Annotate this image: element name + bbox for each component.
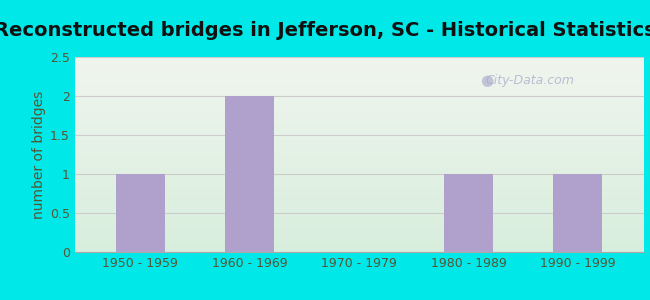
- Text: ●: ●: [480, 73, 494, 88]
- Bar: [444, 174, 493, 252]
- Bar: [116, 174, 165, 252]
- Y-axis label: number of bridges: number of bridges: [32, 90, 46, 219]
- Text: City-Data.com: City-Data.com: [486, 74, 574, 87]
- Bar: [553, 174, 603, 252]
- Bar: [225, 96, 274, 252]
- Text: Reconstructed bridges in Jefferson, SC - Historical Statistics: Reconstructed bridges in Jefferson, SC -…: [0, 21, 650, 40]
